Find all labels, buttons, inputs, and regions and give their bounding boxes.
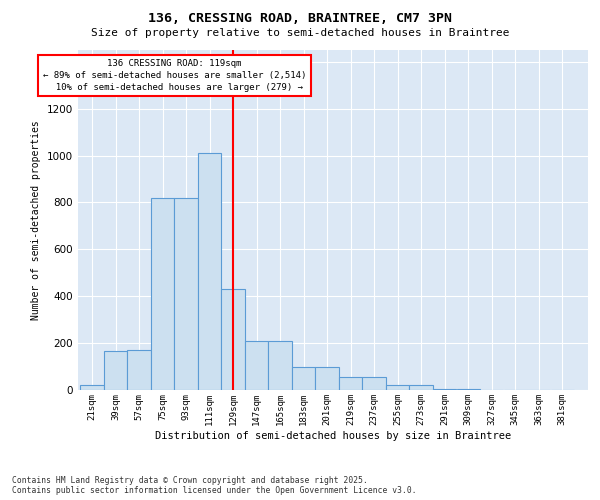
Text: 136, CRESSING ROAD, BRAINTREE, CM7 3PN: 136, CRESSING ROAD, BRAINTREE, CM7 3PN [148, 12, 452, 26]
Bar [433, 389, 456, 390]
Y-axis label: Number of semi-detached properties: Number of semi-detached properties [31, 120, 41, 320]
Bar [245, 341, 268, 390]
Bar [151, 198, 174, 390]
Bar [339, 377, 362, 390]
Bar [268, 341, 292, 390]
Text: Contains HM Land Registry data © Crown copyright and database right 2025.
Contai: Contains HM Land Registry data © Crown c… [12, 476, 416, 495]
Text: Size of property relative to semi-detached houses in Braintree: Size of property relative to semi-detach… [91, 28, 509, 38]
Bar [362, 377, 386, 390]
Bar [386, 386, 409, 390]
Text: 136 CRESSING ROAD: 119sqm
← 89% of semi-detached houses are smaller (2,514)
  10: 136 CRESSING ROAD: 119sqm ← 89% of semi-… [43, 60, 306, 92]
X-axis label: Distribution of semi-detached houses by size in Braintree: Distribution of semi-detached houses by … [155, 430, 511, 440]
Bar [80, 386, 104, 390]
Bar [198, 153, 221, 390]
Bar [175, 198, 198, 390]
Bar [292, 366, 315, 390]
Bar [221, 289, 245, 390]
Bar [316, 366, 339, 390]
Bar [104, 352, 127, 390]
Bar [127, 350, 151, 390]
Bar [457, 389, 480, 390]
Bar [409, 386, 433, 390]
